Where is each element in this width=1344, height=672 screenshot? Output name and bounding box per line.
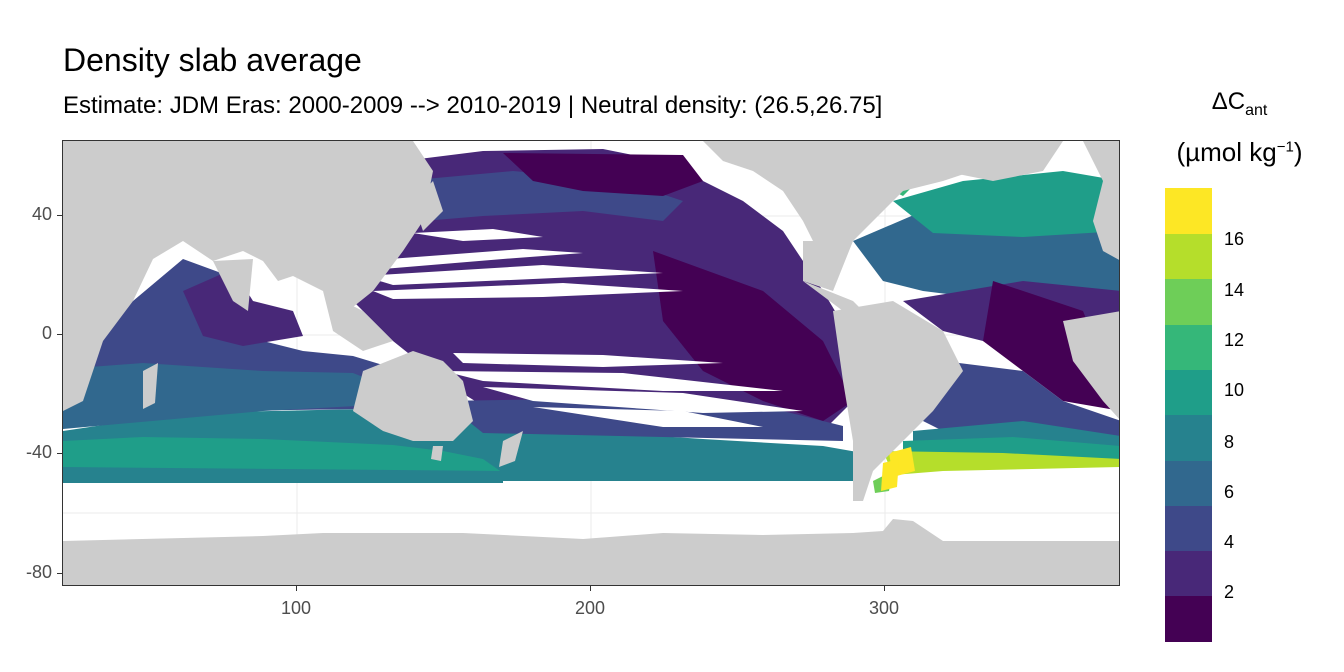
x-tick-mark — [884, 586, 885, 591]
landmass — [213, 259, 253, 311]
ocean-region — [503, 153, 703, 196]
legend-label: 8 — [1224, 432, 1235, 452]
y-tick-mark — [57, 215, 62, 216]
legend-label: 6 — [1224, 482, 1235, 502]
legend-color-bin — [1165, 459, 1212, 506]
ocean-field — [63, 149, 1119, 493]
ocean-region — [893, 171, 1119, 237]
landmass — [803, 241, 853, 291]
x-tick-mark — [590, 586, 591, 591]
legend-title-subscript: ant — [1245, 101, 1268, 119]
no-data-streaks — [363, 229, 803, 427]
land — [63, 141, 1119, 585]
legend-label: 2 — [1224, 582, 1235, 602]
landmass — [353, 351, 473, 441]
y-tick-label: -80 — [25, 562, 52, 582]
legend-title-line1: ΔCant — [1162, 88, 1317, 120]
y-tick-label: -40 — [25, 442, 52, 462]
x-tick-label: 300 — [868, 598, 900, 618]
ocean-region — [653, 251, 853, 421]
y-tick-label: 0 — [41, 323, 52, 343]
legend-colorbar — [1165, 188, 1212, 642]
legend-label: 14 — [1224, 280, 1245, 300]
map-canvas — [63, 141, 1119, 585]
ocean-region — [883, 451, 1119, 475]
legend-title-line2: (µmol kg−1) — [1162, 137, 1317, 168]
landmass — [803, 281, 863, 311]
landmass — [63, 141, 433, 411]
x-tick-label: 200 — [574, 598, 606, 618]
ocean-region — [63, 467, 503, 483]
legend-label: 4 — [1224, 532, 1235, 552]
landmass — [1063, 311, 1119, 419]
landmass — [703, 141, 973, 271]
y-tick-mark — [57, 334, 62, 335]
legend-title-main: ΔC — [1211, 88, 1246, 115]
landmass — [1083, 141, 1119, 260]
map-title: Density slab average — [63, 42, 362, 78]
landmass — [499, 431, 523, 467]
legend-color-bin — [1165, 595, 1212, 642]
map-subtitle: Estimate: JDM Eras: 2000-2009 --> 2010-2… — [63, 92, 883, 119]
y-tick-mark — [57, 573, 62, 574]
legend-color-bin — [1165, 550, 1212, 597]
legend-color-bin — [1165, 323, 1212, 370]
y-tick-label: 40 — [31, 204, 52, 224]
legend-units-exponent: −1 — [1276, 138, 1294, 156]
legend-label: 10 — [1224, 380, 1245, 400]
legend-label: 12 — [1224, 330, 1245, 350]
landmass — [323, 291, 393, 351]
legend-units-prefix: (µmol kg — [1176, 137, 1277, 167]
ocean-region — [923, 361, 1119, 441]
map-panel — [62, 140, 1120, 586]
landmass — [143, 363, 158, 409]
landmass — [833, 301, 963, 501]
ocean-region — [881, 459, 899, 491]
landmass — [413, 181, 443, 231]
legend-color-bin — [1165, 505, 1212, 552]
legend-color-bin — [1165, 369, 1212, 416]
legend-label: 16 — [1224, 229, 1245, 249]
landmass — [923, 141, 1063, 181]
landmass — [63, 519, 1119, 585]
legend-color-bin — [1165, 233, 1212, 280]
legend-units-suffix: ) — [1293, 137, 1303, 167]
legend-color-bin — [1165, 414, 1212, 461]
legend-color-bin — [1165, 188, 1212, 234]
legend-color-bin — [1165, 278, 1212, 325]
landmass — [431, 446, 443, 461]
x-tick-label: 100 — [280, 598, 312, 618]
y-tick-mark — [57, 453, 62, 454]
ocean-region — [983, 281, 1119, 411]
x-tick-mark — [296, 586, 297, 591]
